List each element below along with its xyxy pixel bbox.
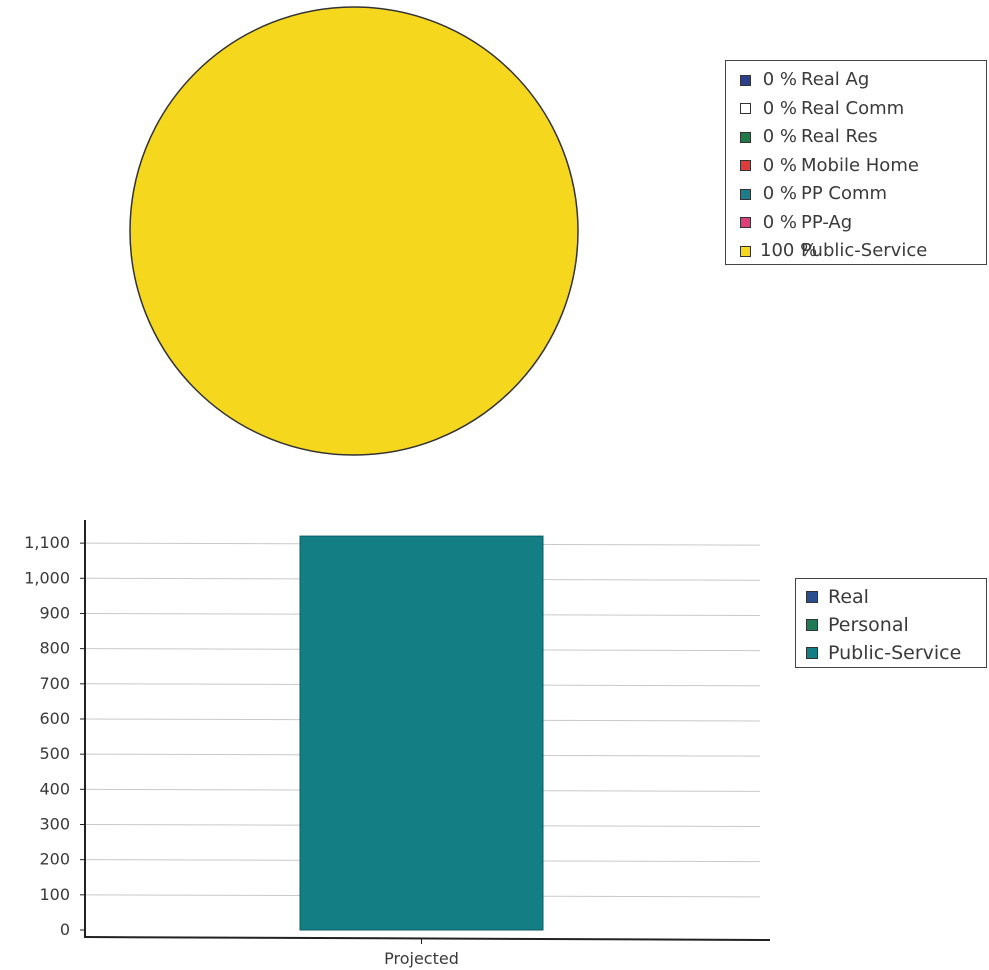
y-tick-label: 700 [39,674,70,693]
y-tick-label: 200 [39,850,70,869]
bar-legend-item: Real [802,583,986,611]
legend-percent: 0 % [762,126,797,147]
legend-swatch [740,103,751,115]
legend-swatch [806,591,818,603]
pie-legend-item: 0 % Mobile Home [731,152,986,181]
legend-swatch [740,245,751,257]
legend-swatch [740,131,751,143]
y-axis-ticks: 0 100 200 300 400 500 600 700 800 900 1,000 1,100 [24,533,86,939]
legend-percent: 0 % [762,69,797,90]
legend-percent: 0 % [762,154,797,176]
bars [299,535,544,931]
x-axis-ticks: Projected [384,938,459,968]
pie-legend-item: 0 % PP-Ag [731,209,986,238]
legend-label: Public-Service [801,240,928,261]
y-tick-label: 300 [39,814,70,833]
legend-swatch [740,217,751,229]
y-tick-label: 1,000 [24,568,70,587]
x-tick-label: Projected [384,949,459,968]
bar-public-service [299,535,544,931]
pie-legend-item: 0 % PP Comm [731,180,986,209]
x-axis-line [83,936,771,941]
y-tick-label: 500 [39,744,70,763]
pie-legend-item: 0 % Real Res [731,123,986,152]
y-tick-label: 1,100 [24,533,70,552]
y-tick-label: 0 [60,920,70,939]
pie-legend-item: 100 % Public-Service [731,237,986,266]
bar-legend-item: Personal [802,611,986,639]
legend-swatch [740,160,751,172]
y-tick-label: 900 [39,603,70,622]
legend-percent: 0 % [762,211,797,233]
pie-slice-public-service [129,6,579,456]
y-tick-label: 400 [39,779,70,798]
bar-legend-item: Public-Service [802,639,986,667]
legend-label: Real Res [801,126,878,147]
legend-percent: 100 % [760,240,818,261]
legend-label: Real Ag [801,69,870,90]
legend-label: Real [828,586,869,608]
legend-swatch [740,74,751,86]
legend-label: PP-Ag [801,211,853,233]
legend-label: Personal [828,614,909,636]
legend-label: Real Comm [801,97,905,119]
y-tick-label: 800 [39,639,70,658]
pie-legend-item: 0 % Real Ag [731,66,986,95]
bar-chart: 0 100 200 300 400 500 600 700 800 900 1,000 1,100 P… [24,520,771,968]
legend-percent: 0 % [762,97,797,119]
legend-swatch [806,619,818,631]
legend-label: Public-Service [828,642,962,664]
y-tick-label: 100 [39,885,70,904]
legend-label: Mobile Home [801,154,919,176]
y-tick-label: 600 [39,709,70,728]
legend-swatch [740,188,751,200]
legend-swatch [806,647,818,659]
bar-legend: Real Personal Public-Service [795,578,987,668]
pie-legend-item: 0 % Real Comm [731,95,986,124]
legend-label: PP Comm [801,183,888,204]
legend-percent: 0 % [762,183,797,204]
pie-chart [129,6,579,456]
pie-legend: 0 % Real Ag 0 % Real Comm 0 % Real Res 0 % Mobi… [725,60,987,265]
